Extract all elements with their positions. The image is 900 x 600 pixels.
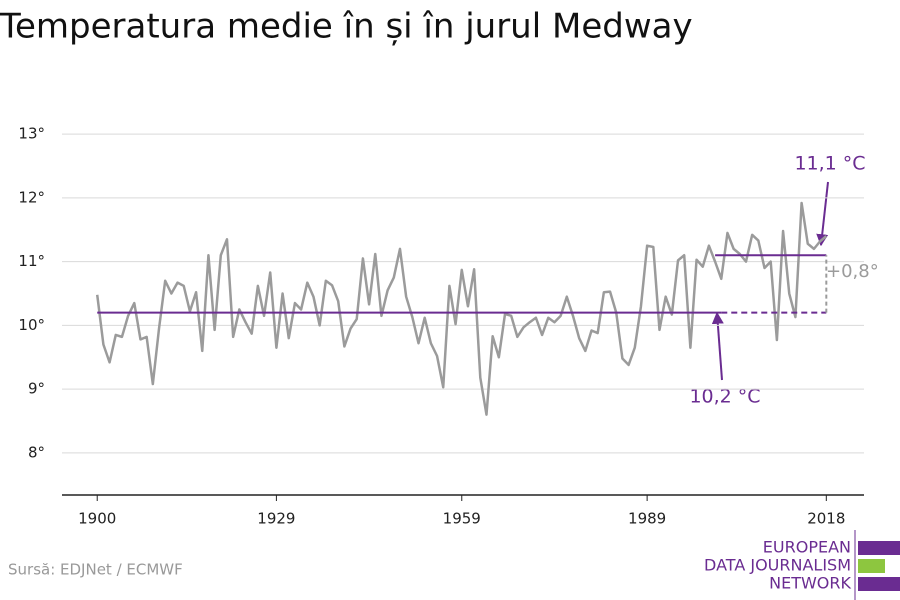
y-tick-label: 10° <box>18 316 45 334</box>
annotation: 11,1 °C <box>794 153 865 175</box>
x-tick-label: 1959 <box>443 510 481 528</box>
logo-text: DATA JOURNALISM <box>704 556 851 575</box>
y-tick-label: 8° <box>28 443 45 461</box>
source: Sursă: EDJNet / ECMWF <box>8 561 183 579</box>
x-tick-label: 1929 <box>257 510 295 528</box>
x-tick-label: 1900 <box>78 510 116 528</box>
logo-bar <box>858 559 885 573</box>
x-tick-label: 2018 <box>807 510 845 528</box>
logo-bar <box>858 541 900 555</box>
y-tick-label: 9° <box>28 380 45 398</box>
y-tick-label: 11° <box>18 252 45 270</box>
difference-label: +0,8° <box>826 261 879 282</box>
annotation: 10,2 °C <box>689 386 760 408</box>
logo-bar <box>858 577 900 591</box>
data-line <box>95 201 828 416</box>
x-tick-label: 1989 <box>628 510 666 528</box>
annotation-arrow <box>816 181 829 247</box>
chart-title: Temperatura medie în și în jurul Medway <box>0 7 693 47</box>
logo-text: EUROPEAN <box>763 538 851 557</box>
y-tick-label: 13° <box>18 125 45 143</box>
annotation-arrow <box>711 311 724 381</box>
logo-text: NETWORK <box>769 574 851 593</box>
y-tick-label: 12° <box>18 188 45 206</box>
